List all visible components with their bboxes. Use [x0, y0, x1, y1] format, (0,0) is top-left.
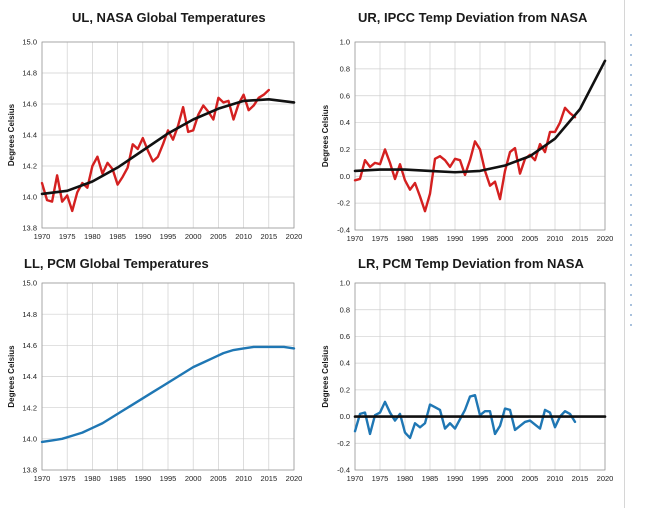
page-edge-rule	[624, 0, 625, 508]
x-tick-label: 1995	[160, 232, 177, 241]
x-tick-label: 1970	[34, 474, 51, 483]
plot-border	[354, 41, 606, 231]
x-tick-label: 1995	[160, 474, 177, 483]
y-tick-label: 0.4	[340, 359, 350, 368]
y-tick-label: 14.0	[22, 434, 37, 443]
x-tick-label: 1995	[472, 234, 489, 243]
y-tick-label: 0.6	[340, 332, 350, 341]
x-tick-label: 2010	[235, 232, 252, 241]
chart-title: UR, IPCC Temp Deviation from NASA	[358, 10, 588, 25]
x-tick-label: 2000	[185, 474, 202, 483]
x-tick-label: 1970	[347, 234, 364, 243]
y-tick-label: 14.4	[22, 131, 37, 140]
y-tick-label: 0.8	[340, 305, 350, 314]
x-tick-label: 2000	[497, 474, 514, 483]
x-tick-label: 2000	[497, 234, 514, 243]
x-tick-label: 1990	[447, 234, 464, 243]
y-tick-label: 1.0	[340, 279, 350, 288]
y-tick-label: 0.2	[340, 385, 350, 394]
y-tick-label: 0.2	[340, 145, 350, 154]
x-tick-label: 1985	[109, 232, 126, 241]
y-tick-label: 0.6	[340, 91, 350, 100]
y-axis-label: Degrees Celsius	[321, 104, 330, 167]
y-tick-label: 14.8	[22, 69, 37, 78]
x-tick-label: 1985	[422, 234, 439, 243]
y-tick-label: -0.4	[337, 226, 350, 235]
x-tick-label: 2005	[522, 234, 539, 243]
x-tick-label: 1975	[59, 232, 76, 241]
plot-border	[41, 41, 295, 229]
y-tick-label: -0.4	[337, 466, 350, 475]
x-tick-label: 2010	[547, 234, 564, 243]
chart-title: LL, PCM Global Temperatures	[24, 256, 209, 271]
y-tick-label: 14.4	[22, 372, 37, 381]
x-tick-label: 1970	[34, 232, 51, 241]
x-tick-label: 2015	[572, 234, 589, 243]
x-tick-label: 2020	[597, 234, 614, 243]
chart-lr: 1970 1975 1980 1985 1990 1995 2000 2005 2010 2015…	[321, 256, 613, 483]
x-tick-label: 1970	[347, 474, 364, 483]
x-tick-label: 2010	[547, 474, 564, 483]
y-tick-label: -0.2	[337, 439, 350, 448]
series-line	[40, 345, 296, 444]
y-axis-label: Degrees Celsius	[7, 103, 16, 166]
x-tick-label: 2020	[597, 474, 614, 483]
y-axis-label: Degrees Celsius	[321, 345, 330, 408]
trend-line	[40, 98, 296, 196]
x-tick-label: 1990	[134, 232, 151, 241]
x-tick-label: 1990	[134, 474, 151, 483]
y-tick-label: 0.4	[340, 118, 350, 127]
x-tick-label: 1990	[447, 474, 464, 483]
x-tick-label: 1975	[59, 474, 76, 483]
x-tick-label: 2015	[260, 474, 277, 483]
x-tick-label: 1985	[109, 474, 126, 483]
x-tick-label: 2020	[286, 474, 303, 483]
x-tick-label: 1985	[422, 474, 439, 483]
x-tick-label: 1995	[472, 474, 489, 483]
x-tick-label: 2020	[286, 232, 303, 241]
x-tick-label: 2015	[572, 474, 589, 483]
y-tick-label: 1.0	[340, 38, 350, 47]
trend-line	[353, 59, 607, 174]
y-tick-label: 15.0	[22, 38, 37, 47]
y-tick-label: 13.8	[22, 224, 37, 233]
y-tick-label: 0.0	[340, 172, 350, 181]
chart-ll: 1970 1975 1980 1985 1990 1995 2000 2005 2010 2015…	[7, 256, 302, 483]
y-axis-label: Degrees Celsius	[7, 345, 16, 408]
chart-ur: 1970 1975 1980 1985 1990 1995 2000 2005 2010 2015…	[321, 10, 613, 243]
x-tick-label: 1980	[84, 232, 101, 241]
x-tick-label: 1980	[397, 474, 414, 483]
x-tick-label: 1975	[372, 234, 389, 243]
plot-border	[354, 282, 606, 471]
y-tick-label: -0.2	[337, 199, 350, 208]
y-tick-label: 14.2	[22, 162, 37, 171]
y-tick-label: 14.6	[22, 341, 37, 350]
y-tick-label: 0.0	[340, 412, 350, 421]
y-tick-label: 14.6	[22, 100, 37, 109]
y-tick-label: 13.8	[22, 466, 37, 475]
y-tick-label: 14.0	[22, 193, 37, 202]
x-tick-label: 2005	[210, 232, 227, 241]
x-tick-label: 1975	[372, 474, 389, 483]
chart-title: LR, PCM Temp Deviation from NASA	[358, 256, 584, 271]
y-tick-label: 0.8	[340, 64, 350, 73]
y-tick-label: 15.0	[22, 279, 37, 288]
x-tick-label: 2005	[210, 474, 227, 483]
y-tick-label: 14.2	[22, 403, 37, 412]
x-tick-label: 2015	[260, 232, 277, 241]
series-line	[353, 394, 577, 440]
x-tick-label: 2000	[185, 232, 202, 241]
chart-ul: 1970 1975 1980 1985 1990 1995 2000 2005 2010 2015…	[7, 10, 302, 241]
x-tick-label: 2010	[235, 474, 252, 483]
plot-border	[41, 282, 295, 471]
chart-title: UL, NASA Global Temperatures	[72, 10, 266, 25]
x-tick-label: 1980	[397, 234, 414, 243]
series-line	[40, 88, 270, 213]
x-tick-label: 2005	[522, 474, 539, 483]
x-tick-label: 1980	[84, 474, 101, 483]
page-edge-dots	[629, 30, 633, 330]
y-tick-label: 14.8	[22, 310, 37, 319]
